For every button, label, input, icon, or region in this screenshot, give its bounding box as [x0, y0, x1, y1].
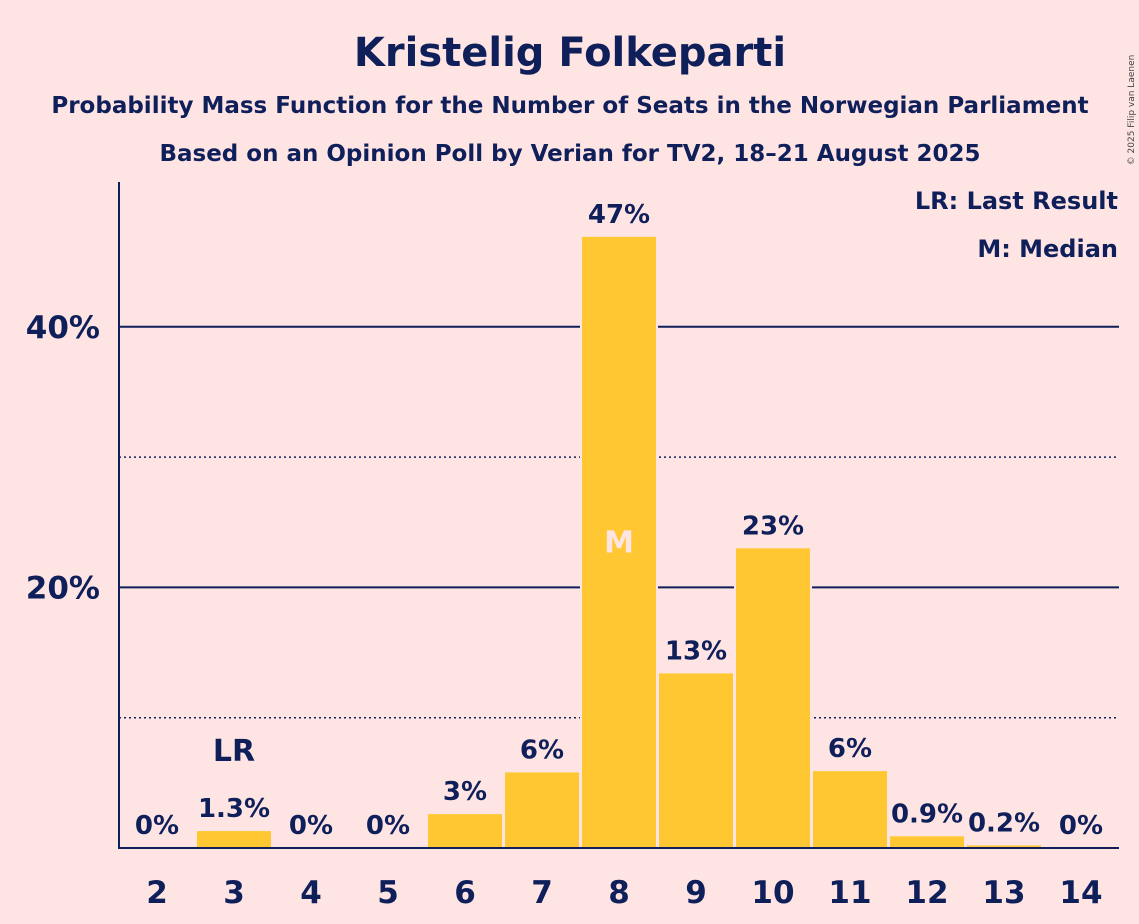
- bar-12: [890, 836, 964, 848]
- bar-10: [736, 548, 810, 848]
- bar-8: [582, 236, 656, 848]
- y-tick-label-1: 40%: [26, 310, 100, 346]
- last-result-marker: LR: [213, 734, 255, 769]
- gridlines: 20% 40%: [26, 310, 1119, 719]
- value-label-3: 1.3%: [198, 794, 270, 824]
- x-tick-label-12: 12: [905, 875, 948, 911]
- median-marker: M: [604, 525, 634, 560]
- value-label-7: 6%: [520, 735, 564, 765]
- x-tick-label-6: 6: [454, 875, 476, 911]
- chart-subtitle-1: Probability Mass Function for the Number…: [51, 93, 1088, 119]
- x-tick-label-13: 13: [982, 875, 1025, 911]
- x-tick-label-4: 4: [300, 875, 322, 911]
- value-label-8: 47%: [588, 200, 650, 230]
- x-tick-label-10: 10: [751, 875, 794, 911]
- chart-subtitle-2: Based on an Opinion Poll by Verian for T…: [159, 141, 980, 167]
- value-label-9: 13%: [665, 636, 727, 666]
- bars: [195, 234, 1043, 848]
- value-label-14: 0%: [1059, 811, 1103, 841]
- x-tick-label-7: 7: [531, 875, 553, 911]
- bar-7: [505, 772, 579, 848]
- value-label-5: 0%: [366, 811, 410, 841]
- value-label-6: 3%: [443, 777, 487, 807]
- x-tick-label-5: 5: [377, 875, 399, 911]
- value-label-13: 0.2%: [968, 808, 1040, 838]
- x-tick-label-11: 11: [828, 875, 871, 911]
- bar-11: [813, 771, 887, 848]
- legend-median: M: Median: [977, 235, 1118, 263]
- legend-last-result: LR: Last Result: [915, 187, 1118, 215]
- value-label-11: 6%: [828, 734, 872, 764]
- bar-9: [659, 673, 733, 848]
- value-label-4: 0%: [289, 811, 333, 841]
- x-tick-label-14: 14: [1059, 875, 1102, 911]
- chart-title: Kristelig Folkeparti: [354, 30, 786, 76]
- y-tick-label-0: 20%: [26, 570, 100, 606]
- bar-3: [197, 831, 271, 848]
- value-label-2: 0%: [135, 811, 179, 841]
- value-labels: 0% 2 1.3% 3 LR 0% 4 0% 5 3% 6 6% 7 47% 8 M 13% 9 23% 10 6% 11…: [135, 200, 1103, 911]
- x-tick-label-2: 2: [146, 875, 168, 911]
- axes: [118, 182, 1119, 849]
- x-tick-label-8: 8: [608, 875, 630, 911]
- x-tick-label-9: 9: [685, 875, 707, 911]
- value-label-10: 23%: [742, 511, 804, 541]
- bar-6: [428, 814, 502, 848]
- value-label-12: 0.9%: [891, 799, 963, 829]
- bar-13: [967, 845, 1041, 848]
- x-tick-label-3: 3: [223, 875, 245, 911]
- copyright-notice: © 2025 Filip van Laenen: [1127, 55, 1137, 166]
